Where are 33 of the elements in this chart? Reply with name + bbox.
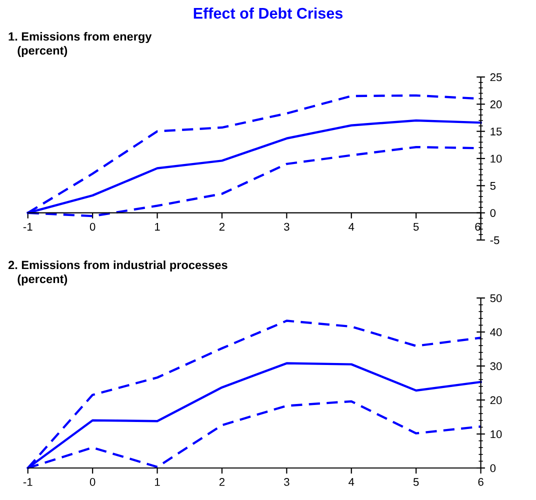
x-tick-label: 5 <box>413 478 419 486</box>
y-tick-label: 0 <box>490 464 496 472</box>
y-tick-label: 20 <box>490 100 502 108</box>
x-tick-label: 6 <box>478 478 484 486</box>
y-axis-title: (percent) <box>18 274 68 286</box>
x-tick-label: -1 <box>23 478 32 486</box>
x-tick-label: 4 <box>348 478 354 486</box>
x-tick-label: 1 <box>155 478 160 486</box>
x-tick-label: 0 <box>90 478 96 486</box>
x-tick-label: 1 <box>155 222 160 231</box>
y-tick-label: -5 <box>490 236 500 244</box>
y-tick-label: 50 <box>490 294 502 302</box>
x-tick-label: -1 <box>23 222 32 231</box>
x-tick-label: 4 <box>348 222 354 231</box>
x-tick-label: 3 <box>284 222 290 231</box>
y-tick-label: 25 <box>490 73 502 82</box>
chart-subtitle: 1. Emissions from energy <box>8 32 152 44</box>
x-tick-label: 2 <box>219 478 225 486</box>
y-tick-label: 0 <box>490 209 496 217</box>
x-tick-label: 2 <box>219 222 225 231</box>
y-tick-label: 10 <box>490 430 502 438</box>
y-tick-label: 10 <box>490 154 502 163</box>
chart-subtitle: 2. Emissions from industrial processes <box>8 260 228 272</box>
y-tick-label: 5 <box>490 182 496 190</box>
y-tick-label: 20 <box>490 396 502 404</box>
y-axis-title: (percent) <box>18 46 68 58</box>
chart-title: Effect of Debt Crises <box>194 8 343 19</box>
y-tick-label: 40 <box>490 328 502 336</box>
y-tick-label: 15 <box>490 128 502 136</box>
x-tick-label: 5 <box>413 222 419 231</box>
x-tick-label: 3 <box>284 478 290 486</box>
y-tick-label: 30 <box>490 362 502 370</box>
x-tick-label: 0 <box>90 222 96 231</box>
